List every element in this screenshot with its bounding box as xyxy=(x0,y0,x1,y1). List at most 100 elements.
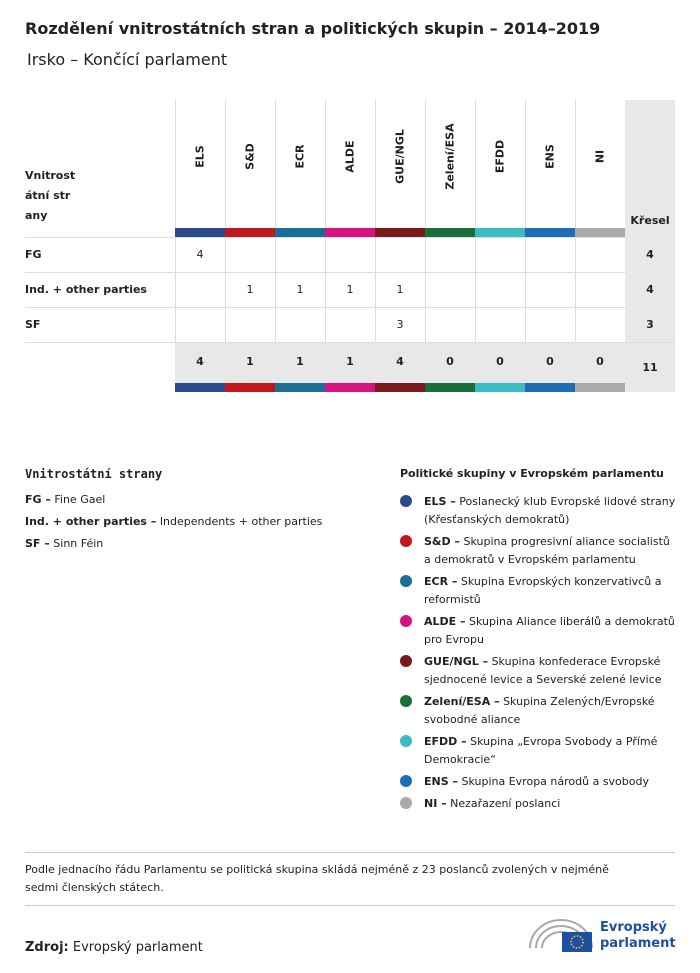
cell: 3 xyxy=(396,318,404,331)
legend-item: Ind. + other parties – Independents + ot… xyxy=(25,515,322,528)
legend-item: EFDD – Skupina „Evropa Svobody a Přímé D… xyxy=(424,733,679,769)
legend-item: GUE/NGL – Skupina konfederace Evropské s… xyxy=(424,653,679,689)
legend-dot xyxy=(400,695,412,707)
cell: 1 xyxy=(396,283,404,296)
abbr: Ind. + other parties – xyxy=(25,515,157,528)
desc: Skupina konfederace Evropské sjednocené … xyxy=(424,655,662,686)
legend-item: S&D – Skupina progresivní aliance social… xyxy=(424,533,679,569)
color-bar xyxy=(525,383,575,392)
logo-icon xyxy=(529,919,593,952)
column-total: 0 xyxy=(446,355,454,368)
desc: Poslanecký klub Evropské lidové strany (… xyxy=(424,495,676,526)
desc: Skupina progresivní aliance socialistů a… xyxy=(424,535,670,566)
legend-dot xyxy=(400,735,412,747)
column-divider xyxy=(175,100,176,392)
abbr: S&D – xyxy=(424,535,460,548)
source-text: Evropský parlament xyxy=(72,940,203,955)
abbr: ALDE – xyxy=(424,615,466,628)
total-bg xyxy=(625,237,675,272)
abbr: EFDD – xyxy=(424,735,467,748)
color-bar xyxy=(525,228,575,237)
column-total: 1 xyxy=(296,355,304,368)
legend-dot xyxy=(400,775,412,787)
column-divider xyxy=(325,100,326,392)
column-header: ENS xyxy=(543,144,557,169)
abbr: Zelení/ESA – xyxy=(424,695,500,708)
cell: 4 xyxy=(196,248,204,261)
column-header: ECR xyxy=(293,144,307,169)
grand-total: 11 xyxy=(642,361,658,374)
legend-item: ALDE – Skupina Aliance liberálů a demokr… xyxy=(424,613,679,649)
name: Independents + other parties xyxy=(159,515,323,528)
column-total: 0 xyxy=(596,355,604,368)
total-bg xyxy=(625,307,675,342)
desc: Skupina Aliance liberálů a demokratů pro… xyxy=(424,615,675,646)
column-divider xyxy=(375,100,376,392)
cell: 1 xyxy=(296,283,304,296)
name: Fine Gael xyxy=(54,493,106,506)
desc: Nezařazení poslanci xyxy=(450,797,561,810)
color-bar xyxy=(475,228,525,237)
legend-dot xyxy=(400,575,412,587)
color-bar xyxy=(425,228,475,237)
legend-item: ENS – Skupina Evropa národů a svobody xyxy=(424,773,679,791)
color-bar xyxy=(375,383,425,392)
logo-text: Evropský parlament xyxy=(600,920,676,951)
rule xyxy=(25,905,675,906)
abbr: NI – xyxy=(424,797,447,810)
column-header: ALDE xyxy=(343,140,357,173)
total-row-bg xyxy=(175,342,675,383)
legend-item: ELS – Poslanecký klub Evropské lidové st… xyxy=(424,493,679,529)
legend-dot xyxy=(400,495,412,507)
legend-item: FG – Fine Gael xyxy=(25,493,105,506)
column-divider xyxy=(275,100,276,392)
source: Zdroj: Evropský parlament xyxy=(25,940,203,955)
legend-item: SF – Sinn Féin xyxy=(25,537,103,550)
color-bar xyxy=(325,228,375,237)
desc: Skupina Zelených/Evropské svobodné alian… xyxy=(424,695,655,726)
color-bar xyxy=(375,228,425,237)
legend-dot xyxy=(400,655,412,667)
row-line xyxy=(25,307,675,308)
legend-item: Zelení/ESA – Skupina Zelených/Evropské s… xyxy=(424,693,679,729)
abbr: ENS – xyxy=(424,775,458,788)
legend-dot xyxy=(400,535,412,547)
abbr: GUE/NGL – xyxy=(424,655,489,668)
column-divider xyxy=(575,100,576,392)
row-line xyxy=(25,237,675,238)
desc: Skupina Evropských konzervativců a refor… xyxy=(424,575,662,606)
column-total: 1 xyxy=(346,355,354,368)
note: Podle jednacího řádu Parlamentu se polit… xyxy=(25,863,609,894)
color-bar xyxy=(425,383,475,392)
title: Rozdělení vnitrostátních stran a politic… xyxy=(25,19,601,38)
desc: Skupina „Evropa Svobody a Přímé Demokrac… xyxy=(424,735,658,766)
abbr: ELS – xyxy=(424,495,456,508)
legend-item: ECR – Skupina Evropských konzervativců a… xyxy=(424,573,679,609)
legend-item: NI – Nezařazení poslanci xyxy=(424,795,679,813)
color-bar xyxy=(225,383,275,392)
color-bar xyxy=(275,383,325,392)
party: FG xyxy=(25,248,42,261)
legend-title: Politické skupiny v Evropském parlamentu xyxy=(400,467,664,480)
row-line xyxy=(25,272,675,273)
column-divider xyxy=(425,100,426,392)
cell: 1 xyxy=(246,283,254,296)
legend-title: Vnitrostátní strany xyxy=(25,467,163,481)
column-header: S&D xyxy=(243,143,257,170)
row-line xyxy=(25,342,675,343)
color-bar xyxy=(575,383,625,392)
row-header: Vnitrostátní strany xyxy=(25,169,76,222)
cell: 1 xyxy=(346,283,354,296)
column-total: 0 xyxy=(546,355,554,368)
subtitle: Irsko – Končící parlament xyxy=(27,50,228,69)
total-row-bg xyxy=(625,342,675,392)
column-total: 4 xyxy=(396,355,404,368)
rule xyxy=(25,852,675,853)
column-header: Zelení/ESA xyxy=(443,123,457,190)
column-total: 0 xyxy=(496,355,504,368)
total-header-bg xyxy=(625,100,675,237)
name: Sinn Féin xyxy=(53,537,104,550)
legend-dot xyxy=(400,797,412,809)
total-header: Křesel xyxy=(630,214,670,227)
